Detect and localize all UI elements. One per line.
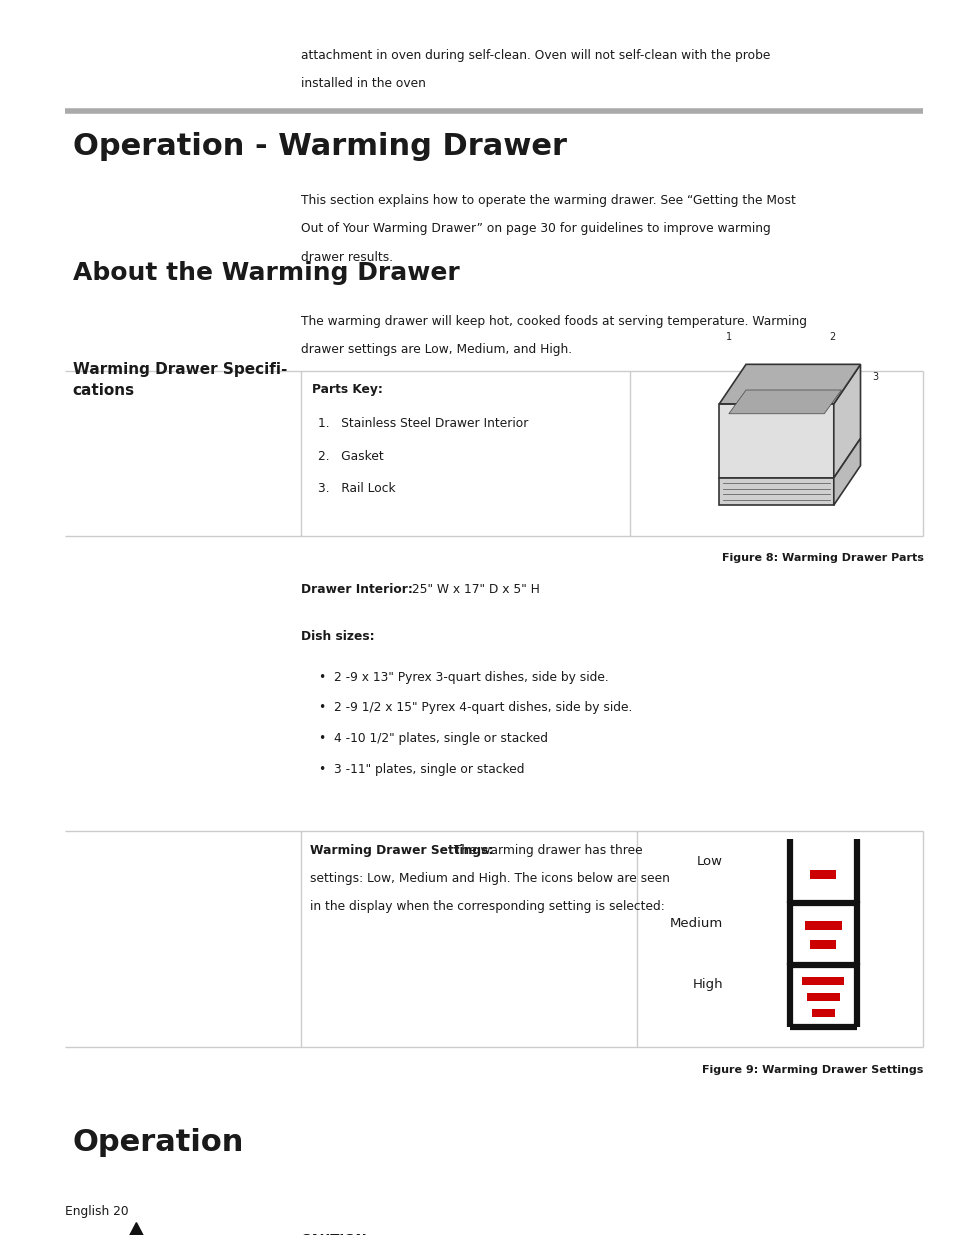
Polygon shape <box>104 1223 170 1235</box>
Text: 4 -10 1/2" plates, single or stacked: 4 -10 1/2" plates, single or stacked <box>334 732 547 746</box>
Text: 2 -9 1/2 x 15" Pyrex 4-quart dishes, side by side.: 2 -9 1/2 x 15" Pyrex 4-quart dishes, sid… <box>334 701 632 715</box>
Text: cations: cations <box>72 383 134 398</box>
Text: This section explains how to operate the warming drawer. See “Getting the Most: This section explains how to operate the… <box>300 194 795 207</box>
Text: The warming drawer has three: The warming drawer has three <box>450 844 642 857</box>
Text: 1: 1 <box>725 332 731 342</box>
Text: Parts Key:: Parts Key: <box>312 383 382 396</box>
Text: •: • <box>317 671 325 684</box>
Text: attachment in oven during self-clean. Oven will not self-clean with the probe: attachment in oven during self-clean. Ov… <box>300 49 769 63</box>
Text: Warming Drawer Settings:: Warming Drawer Settings: <box>310 844 493 857</box>
Text: drawer settings are Low, Medium, and High.: drawer settings are Low, Medium, and Hig… <box>300 343 571 357</box>
Text: English 20: English 20 <box>65 1204 129 1218</box>
Text: Operation: Operation <box>72 1128 244 1156</box>
Polygon shape <box>719 478 833 505</box>
Bar <box>803 921 841 930</box>
Text: Medium: Medium <box>669 916 722 930</box>
Bar <box>806 993 839 1002</box>
Text: drawer results.: drawer results. <box>300 251 393 264</box>
Polygon shape <box>719 364 860 404</box>
Text: 3 -11" plates, single or stacked: 3 -11" plates, single or stacked <box>334 763 524 777</box>
Text: Operation - Warming Drawer: Operation - Warming Drawer <box>72 132 566 161</box>
Text: Figure 8: Warming Drawer Parts: Figure 8: Warming Drawer Parts <box>720 553 923 563</box>
Text: 25" W x 17" D x 5" H: 25" W x 17" D x 5" H <box>408 583 539 597</box>
Text: in the display when the corresponding setting is selected:: in the display when the corresponding se… <box>310 900 664 914</box>
Text: 1.   Stainless Steel Drawer Interior: 1. Stainless Steel Drawer Interior <box>317 417 528 431</box>
Text: 3.   Rail Lock: 3. Rail Lock <box>317 482 395 495</box>
Text: High: High <box>692 978 722 992</box>
Text: 2.   Gasket: 2. Gasket <box>317 450 383 463</box>
Text: Dish sizes:: Dish sizes: <box>300 630 374 643</box>
Bar <box>810 871 835 879</box>
Text: settings: Low, Medium and High. The icons below are seen: settings: Low, Medium and High. The icon… <box>310 872 669 885</box>
Text: 2 -9 x 13" Pyrex 3-quart dishes, side by side.: 2 -9 x 13" Pyrex 3-quart dishes, side by… <box>334 671 608 684</box>
Text: CAUTION: CAUTION <box>300 1233 367 1235</box>
Text: Figure 9: Warming Drawer Settings: Figure 9: Warming Drawer Settings <box>701 1065 923 1074</box>
Text: Out of Your Warming Drawer” on page 30 for guidelines to improve warming: Out of Your Warming Drawer” on page 30 f… <box>300 222 769 236</box>
Polygon shape <box>719 404 833 478</box>
Polygon shape <box>728 390 841 414</box>
Text: Drawer Interior:: Drawer Interior: <box>300 583 412 597</box>
Text: Warming Drawer Specifi-: Warming Drawer Specifi- <box>72 362 287 377</box>
Bar <box>811 1009 834 1018</box>
Polygon shape <box>833 438 860 505</box>
Text: The warming drawer will keep hot, cooked foods at serving temperature. Warming: The warming drawer will keep hot, cooked… <box>300 315 805 329</box>
Text: Low: Low <box>697 855 722 868</box>
Text: 3: 3 <box>871 372 877 382</box>
Text: About the Warming Drawer: About the Warming Drawer <box>72 261 458 284</box>
Bar <box>810 941 835 948</box>
Polygon shape <box>833 364 860 478</box>
Text: •: • <box>317 763 325 777</box>
Bar <box>801 977 843 986</box>
Text: •: • <box>317 701 325 715</box>
Text: installed in the oven: installed in the oven <box>300 77 425 90</box>
Text: 2: 2 <box>828 332 835 342</box>
Text: •: • <box>317 732 325 746</box>
